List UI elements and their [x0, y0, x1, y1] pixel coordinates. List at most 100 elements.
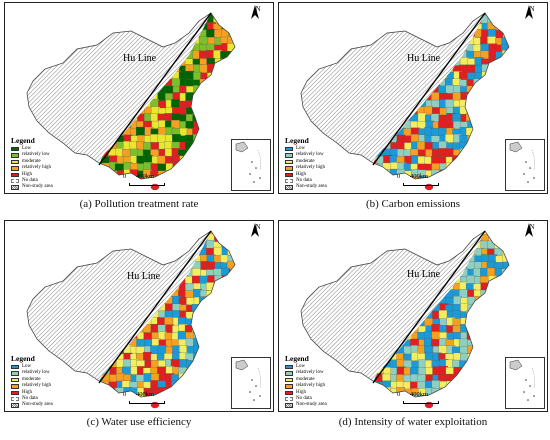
region-cell [453, 240, 463, 250]
legend-title: Legend [11, 354, 35, 363]
region-cell [474, 128, 483, 138]
region-cell [459, 374, 468, 384]
region-cell [487, 394, 497, 397]
legend-title: Legend [285, 354, 309, 363]
region-cell [221, 360, 231, 370]
region-cell [508, 233, 509, 242]
region-cell [494, 85, 504, 95]
region-cell [510, 263, 519, 272]
region-cell [431, 92, 440, 102]
region-cell [466, 374, 476, 384]
region-cell [493, 177, 503, 179]
region-cell [156, 233, 166, 243]
region-cell [219, 304, 229, 314]
region-cell [431, 23, 441, 33]
region-cell [425, 240, 435, 250]
region-cell [236, 332, 245, 341]
region-cell [186, 177, 195, 179]
region-cell [172, 162, 182, 172]
region-cell [501, 105, 509, 115]
region-cell [508, 13, 509, 18]
region-cell [452, 22, 461, 32]
region-cell [149, 13, 159, 19]
region-cell [445, 239, 455, 249]
region-cell [150, 247, 160, 257]
region-cell [501, 78, 509, 88]
map-frame: N Hu Line Legend Low relatively low modera… [4, 2, 274, 194]
legend-swatch [285, 178, 293, 184]
region-cell [508, 92, 509, 101]
map-panel-d: N Hu Line Legend Low relatively low modera… [278, 220, 550, 436]
region-cell [494, 297, 504, 307]
region-cell [487, 65, 497, 75]
region-cell [373, 395, 377, 397]
region-cell [473, 141, 483, 150]
region-cell [177, 162, 187, 172]
region-cell [228, 311, 235, 320]
legend-label: moderate [22, 158, 41, 164]
region-cell [451, 16, 461, 25]
region-cell [192, 149, 202, 159]
region-cell [501, 303, 509, 312]
region-cell [445, 248, 455, 258]
legend-swatch [285, 384, 293, 389]
region-cell [236, 24, 245, 32]
region-cell [487, 140, 497, 150]
region-cell [383, 23, 392, 33]
region-cell [480, 317, 490, 327]
region-cell [501, 120, 509, 130]
region-cell [142, 246, 152, 256]
region-cell [236, 30, 245, 39]
region-cell [383, 241, 393, 251]
region-cell [495, 339, 505, 348]
region-cell [494, 387, 504, 397]
region-cell [418, 29, 428, 39]
region-cell [228, 16, 235, 25]
region-cell [199, 135, 209, 145]
region-cell [438, 22, 448, 31]
region-cell [228, 127, 235, 137]
region-cell [502, 297, 509, 307]
region-cell [508, 246, 509, 256]
region-cell [130, 240, 140, 250]
region-cell [494, 323, 503, 333]
region-cell [186, 185, 195, 194]
legend-label: relatively high [296, 383, 326, 389]
legend-swatch [11, 146, 19, 152]
legend-label: relatively high [22, 165, 52, 171]
region-cell [186, 380, 196, 389]
region-cell [135, 126, 145, 136]
scale-bar-labels: 0 400km [123, 391, 155, 398]
region-cell [507, 240, 509, 250]
region-cell [494, 162, 504, 172]
region-cell [214, 86, 223, 95]
region-cell [508, 36, 509, 46]
region-cell [227, 120, 235, 129]
region-cell [373, 234, 378, 244]
legend-label: Non-study area [296, 184, 327, 190]
region-cell [403, 234, 412, 243]
region-cell [108, 170, 118, 179]
region-cell [416, 141, 426, 150]
region-cell [467, 107, 477, 117]
region-cell [473, 93, 483, 103]
region-cell [206, 99, 216, 108]
region-cell [137, 241, 147, 251]
map-frame: N Hu Line Legend Low relatively low modera… [4, 220, 274, 412]
region-cell [375, 21, 384, 31]
region-cell [376, 15, 386, 25]
region-cell [207, 332, 217, 342]
region-cell [234, 121, 235, 131]
region-cell [494, 402, 503, 411]
legend-item: relatively low [285, 370, 327, 376]
legend-label: moderate [22, 376, 41, 382]
region-cell [445, 169, 455, 179]
region-cell [95, 184, 104, 193]
legend-swatch [285, 153, 293, 158]
region-cell [179, 234, 189, 244]
region-cell [234, 93, 235, 103]
legend-item: relatively high [285, 383, 327, 389]
region-cell [495, 13, 505, 17]
region-cell [199, 127, 209, 137]
region-cell [99, 248, 105, 258]
